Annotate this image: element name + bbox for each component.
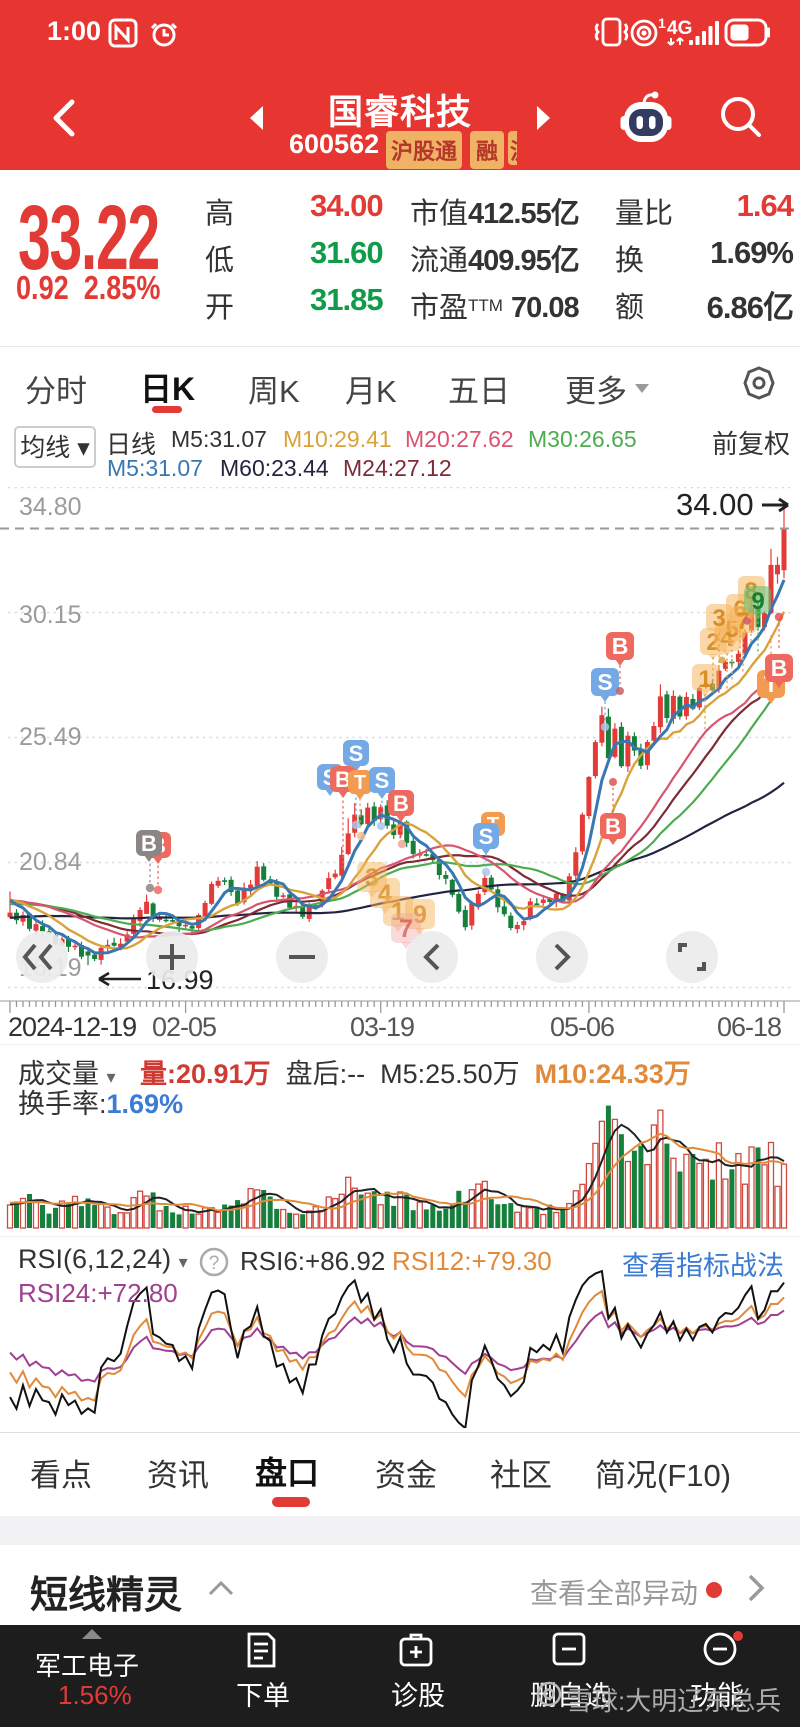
svg-text:1: 1 bbox=[658, 15, 666, 31]
svg-text:9: 9 bbox=[751, 588, 764, 615]
svg-text:9: 9 bbox=[413, 901, 427, 929]
svg-text:B: B bbox=[141, 831, 157, 856]
svg-text:B: B bbox=[771, 655, 788, 681]
svg-text:?: ? bbox=[209, 1253, 220, 1274]
svg-text:4G: 4G bbox=[667, 18, 692, 39]
svg-text:1: 1 bbox=[698, 666, 711, 693]
svg-text:3: 3 bbox=[712, 605, 725, 632]
svg-text:34.80: 34.80 bbox=[19, 493, 82, 521]
svg-text:S: S bbox=[375, 768, 390, 793]
svg-text:B: B bbox=[612, 633, 629, 659]
svg-text:7: 7 bbox=[736, 608, 749, 635]
svg-text:1: 1 bbox=[391, 898, 405, 926]
svg-text:S: S bbox=[479, 824, 494, 849]
svg-text:B: B bbox=[393, 791, 409, 816]
svg-text:34.00: 34.00 bbox=[676, 487, 754, 522]
svg-text:20.84: 20.84 bbox=[19, 848, 82, 876]
svg-text:7: 7 bbox=[399, 915, 413, 943]
svg-text:S: S bbox=[349, 741, 364, 766]
svg-text:S: S bbox=[597, 669, 612, 695]
svg-text:25.49: 25.49 bbox=[19, 723, 82, 751]
svg-text:B: B bbox=[605, 814, 621, 839]
svg-text:30.15: 30.15 bbox=[19, 601, 82, 629]
svg-text:B: B bbox=[335, 767, 351, 792]
svg-text:T: T bbox=[354, 772, 366, 794]
